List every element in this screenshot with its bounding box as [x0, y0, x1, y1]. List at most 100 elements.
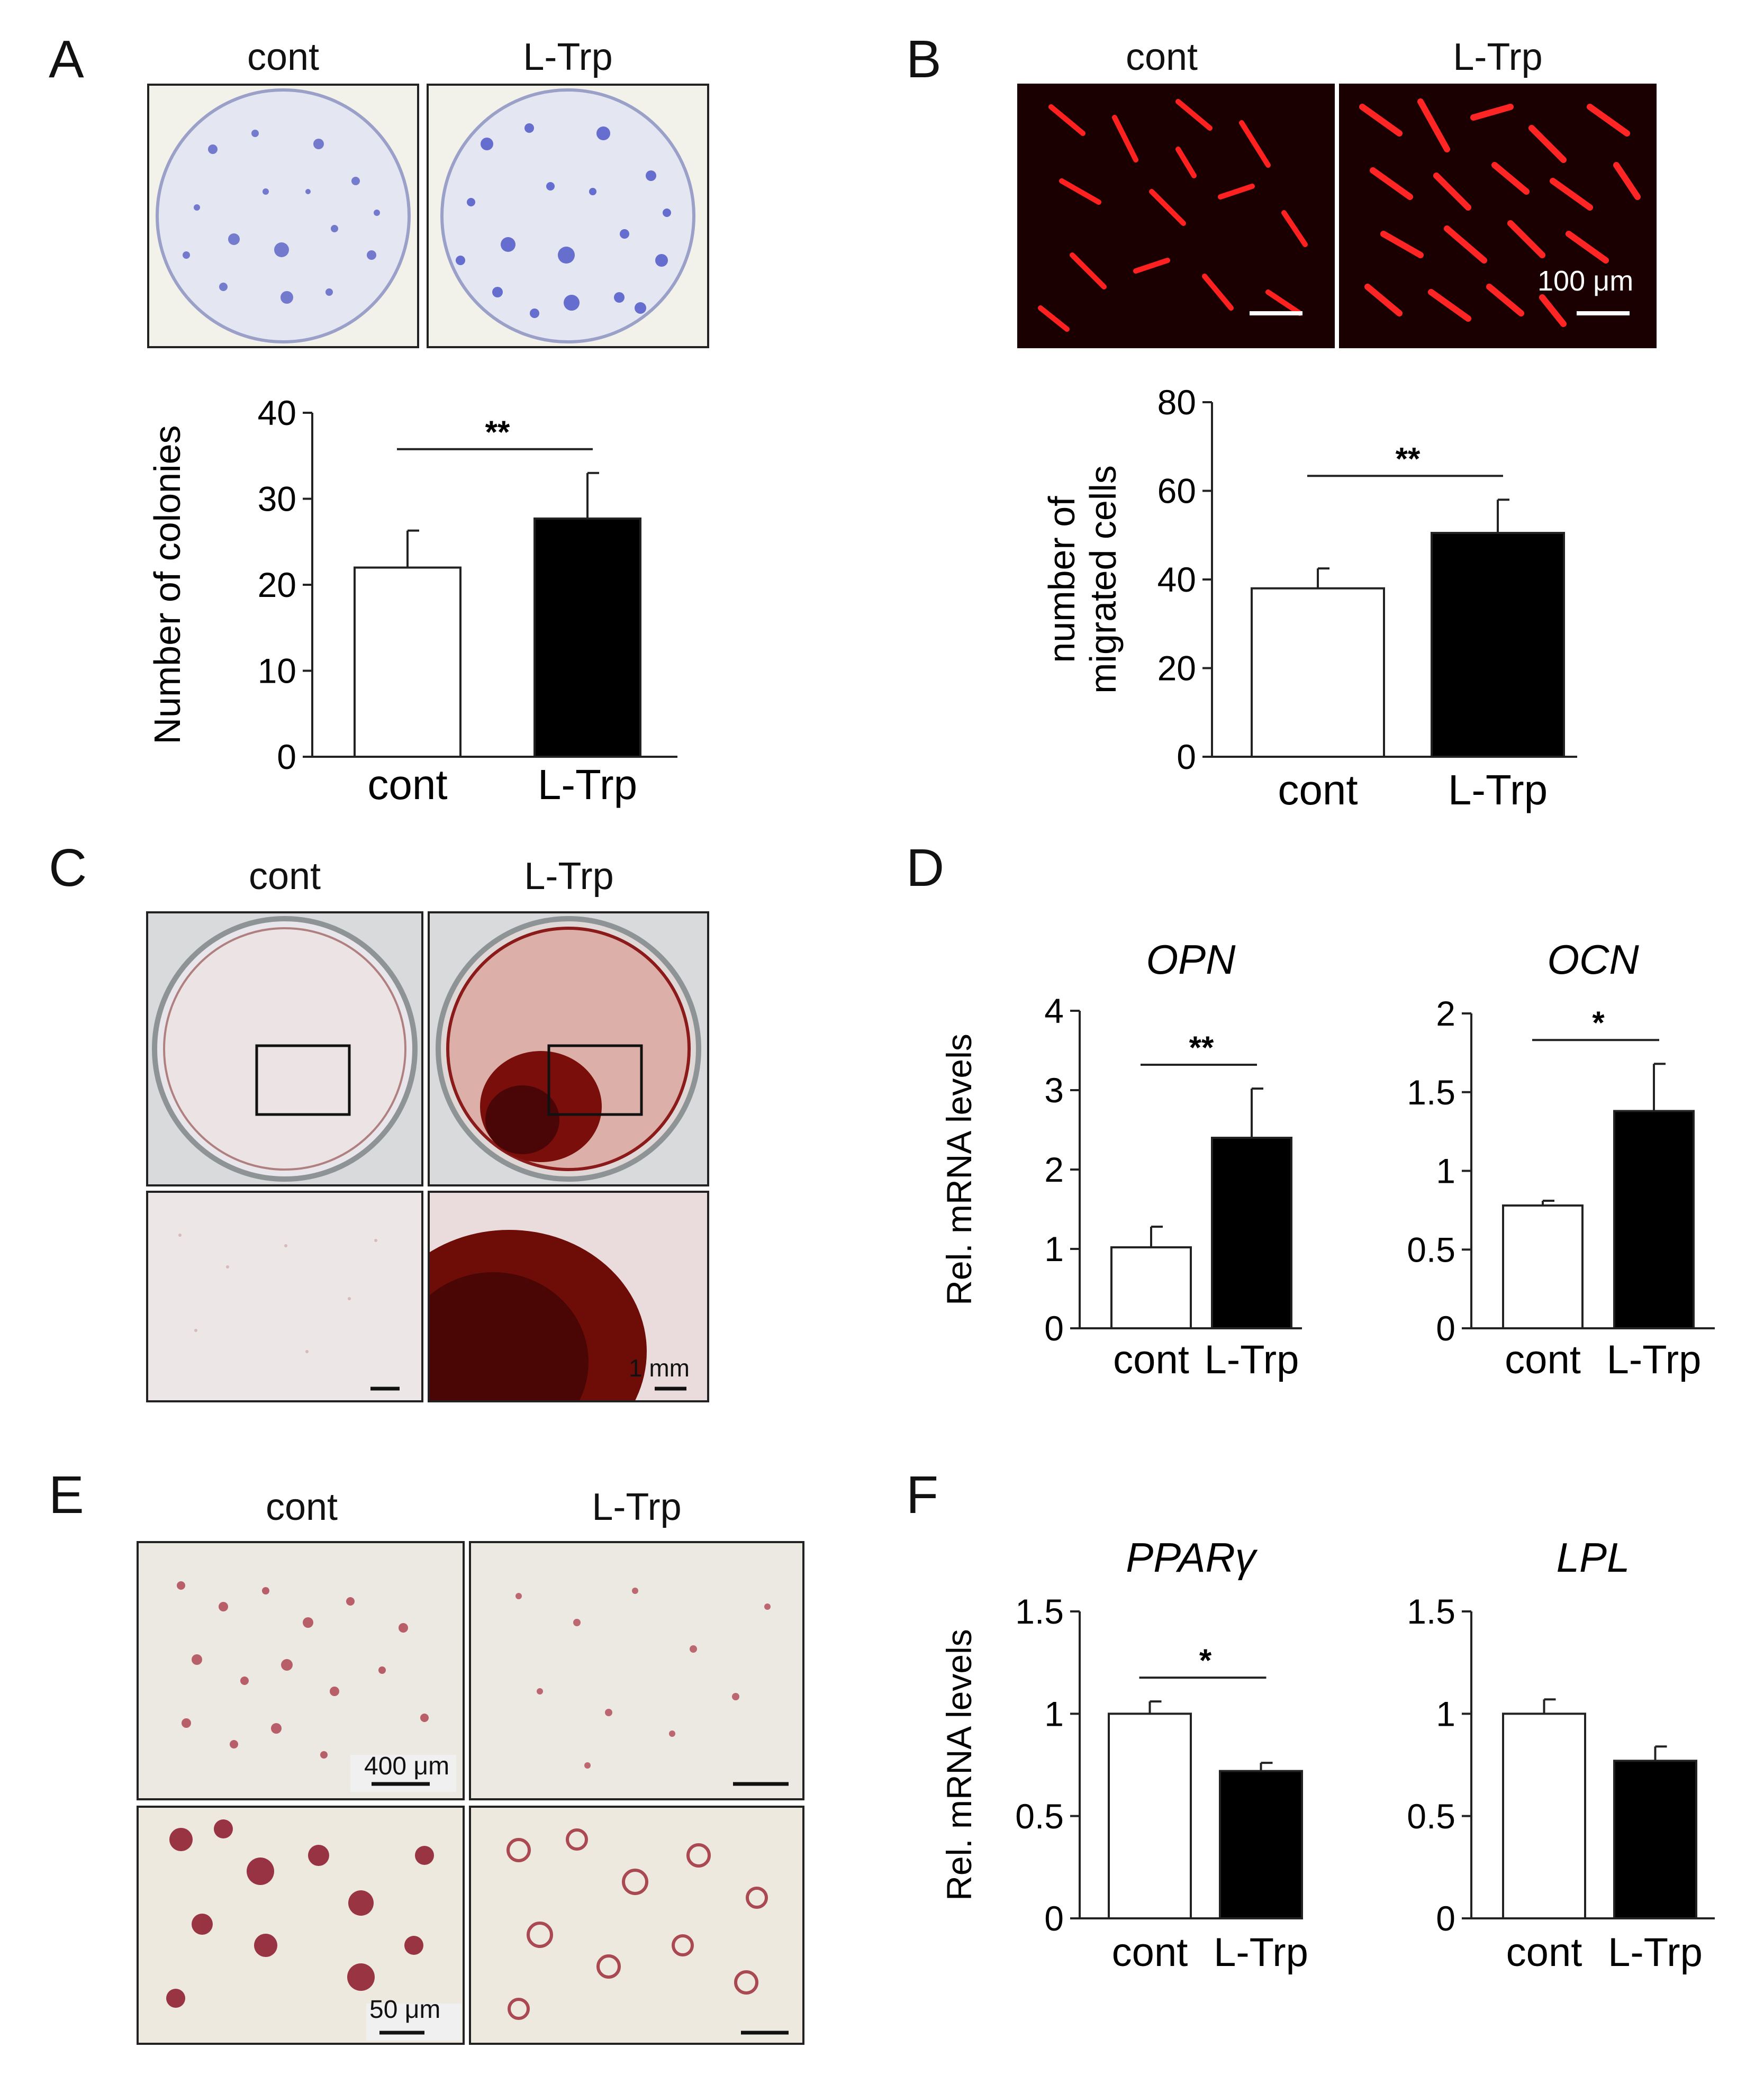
- d2-x-tick-label-cont: cont: [1505, 1337, 1581, 1382]
- f1-title: PPARγ: [1126, 1534, 1258, 1581]
- a-y-tick-label: 30: [258, 479, 296, 519]
- d1-y-tick-label: 4: [1044, 991, 1064, 1030]
- a-cond-label-ltrp: L-Trp: [523, 36, 613, 78]
- f2-y-tick-label: 1: [1436, 1694, 1455, 1733]
- b-significance-marker: **: [1396, 441, 1421, 476]
- b-x-tick-label-ltrp: L-Trp: [1448, 766, 1548, 813]
- f1-bar-ltrp: [1219, 1770, 1303, 1919]
- e-cond-label-ltrp: L-Trp: [592, 1486, 682, 1528]
- d2-bar-cont: [1502, 1204, 1584, 1330]
- b-y-tick-label: 20: [1157, 649, 1196, 688]
- f2-bar-ltrp: [1613, 1760, 1697, 1919]
- b-bar-cont: [1251, 587, 1385, 758]
- c-cond-label-ltrp: L-Trp: [524, 855, 614, 898]
- c-micro-image-cont: [146, 1191, 423, 1402]
- panel-label-d: D: [906, 838, 945, 898]
- d1-y-tick-label: 1: [1044, 1229, 1064, 1268]
- chart-f-lpl: LPL 0 0.5 1 1.5 cont L-Trp: [1407, 1534, 1715, 1975]
- c-micro-image-ltrp: [428, 1191, 709, 1402]
- f1-y-label: Rel. mRNA levels: [939, 1629, 979, 1900]
- f2-y-tick-label: 0.5: [1407, 1797, 1455, 1836]
- b-x-tick-label-cont: cont: [1278, 766, 1358, 813]
- d2-significance-marker: *: [1592, 1005, 1605, 1040]
- f1-bar-cont: [1108, 1712, 1192, 1919]
- chart-f-pparg: PPARγ 0 0.5 1 1.5 Rel. mRNA levels cont L-Trp *: [939, 1534, 1308, 1975]
- c-scalebar-label: 1 mm: [629, 1354, 690, 1382]
- f1-x-tick-label-cont: cont: [1112, 1930, 1188, 1975]
- f2-title: LPL: [1557, 1534, 1630, 1581]
- e-scalebar-bottom-label: 50 μm: [369, 1996, 441, 2024]
- a-y-tick-label: 20: [258, 565, 296, 604]
- f2-x-tick-label-ltrp: L-Trp: [1608, 1930, 1703, 1975]
- d2-title: OCN: [1547, 936, 1639, 983]
- d1-significance-marker: **: [1189, 1030, 1214, 1065]
- b-y-tick-label: 40: [1157, 560, 1196, 599]
- d1-y-tick-label: 2: [1044, 1150, 1064, 1189]
- d1-bar-cont: [1110, 1246, 1192, 1329]
- f2-y-tick-label: 1.5: [1407, 1592, 1455, 1631]
- e-oil-image-ltrp-low: [469, 1541, 804, 1800]
- a-bar-cont: [354, 566, 462, 758]
- e-oil-image-cont-high: [137, 1806, 465, 2045]
- a-y-label: Number of colonies: [147, 425, 188, 744]
- f1-y-tick-label: 0.5: [1015, 1797, 1064, 1836]
- e-cond-label-cont: cont: [265, 1486, 338, 1528]
- chart-a: 0 10 20 30 40 Number of colonies cont L-Trp **: [147, 393, 677, 808]
- panel-label-e: E: [49, 1465, 84, 1525]
- d2-x-tick-label-ltrp: L-Trp: [1607, 1337, 1702, 1382]
- a-cond-label-cont: cont: [247, 36, 320, 78]
- panel-label-b: B: [906, 30, 942, 89]
- chart-d-ocn: OCN 0 0.5 1 1.5 2 cont L-Trp *: [1407, 936, 1715, 1382]
- d2-y-tick-label: 1.5: [1407, 1073, 1455, 1112]
- c-well-image-cont: [146, 911, 423, 1186]
- chart-d-opn: OPN 0 1 2 3 4 Rel. mRNA levels cont L-Trp **: [939, 936, 1302, 1382]
- d1-y-tick-label: 0: [1044, 1309, 1064, 1348]
- f2-y-tick-label: 0: [1436, 1899, 1455, 1938]
- f1-y-tick-label: 1.5: [1015, 1592, 1064, 1631]
- d2-y-tick-label: 0: [1436, 1309, 1455, 1348]
- d2-y-tick-label: 0.5: [1407, 1230, 1455, 1269]
- b-y-tick-label: 0: [1177, 737, 1196, 776]
- b-y-tick-label: 60: [1157, 472, 1196, 511]
- a-y-tick-label: 10: [258, 651, 296, 691]
- b-y-label: number of: [1041, 496, 1082, 663]
- f2-x-tick-label-cont: cont: [1506, 1930, 1582, 1975]
- f1-y-tick-label: 1: [1044, 1694, 1064, 1733]
- f1-significance-marker: *: [1199, 1643, 1212, 1678]
- a-significance-marker: **: [485, 414, 510, 450]
- f2-bar-cont: [1502, 1712, 1586, 1919]
- a-y-tick-label: 40: [258, 393, 296, 432]
- b-y-label: migrated cells: [1082, 465, 1124, 694]
- d2-y-tick-label: 2: [1436, 994, 1455, 1033]
- panel-label-a: A: [49, 30, 84, 89]
- panel-label-f: F: [906, 1465, 939, 1525]
- a-bar-ltrp: [533, 517, 641, 758]
- b-bar-ltrp: [1431, 532, 1565, 758]
- d2-bar-ltrp: [1613, 1110, 1695, 1329]
- d1-y-label: Rel. mRNA levels: [939, 1034, 979, 1305]
- b-cond-label-cont: cont: [1125, 36, 1198, 78]
- d1-title: OPN: [1146, 936, 1236, 983]
- b-fluor-image-ltrp: [1339, 84, 1657, 348]
- e-oil-image-ltrp-high: [469, 1806, 804, 2045]
- a-plate-image-ltrp: [427, 84, 709, 348]
- e-oil-image-cont-low: [137, 1541, 465, 1800]
- d1-y-tick-label: 3: [1044, 1071, 1064, 1110]
- a-y-tick-label: 0: [277, 737, 296, 776]
- f1-y-tick-label: 0: [1044, 1899, 1064, 1938]
- b-scalebar-label: 100 μm: [1537, 265, 1634, 297]
- d1-bar-ltrp: [1211, 1137, 1292, 1329]
- c-well-image-ltrp: [428, 911, 709, 1186]
- panel-label-c: C: [49, 838, 87, 898]
- d2-y-tick-label: 1: [1436, 1152, 1455, 1191]
- e-scalebar-top-label: 400 μm: [364, 1752, 450, 1780]
- a-plate-image-cont: [147, 84, 419, 348]
- b-cond-label-ltrp: L-Trp: [1453, 36, 1543, 78]
- a-x-tick-label-cont: cont: [367, 761, 447, 808]
- c-cond-label-cont: cont: [248, 855, 321, 898]
- d1-x-tick-label-ltrp: L-Trp: [1205, 1337, 1299, 1382]
- b-y-tick-label: 80: [1157, 383, 1196, 422]
- chart-b: 0 20 40 60 80 number of migrated cells cont L-Tr…: [1041, 383, 1577, 813]
- d1-x-tick-label-cont: cont: [1113, 1337, 1189, 1382]
- b-fluor-image-cont: [1017, 84, 1335, 348]
